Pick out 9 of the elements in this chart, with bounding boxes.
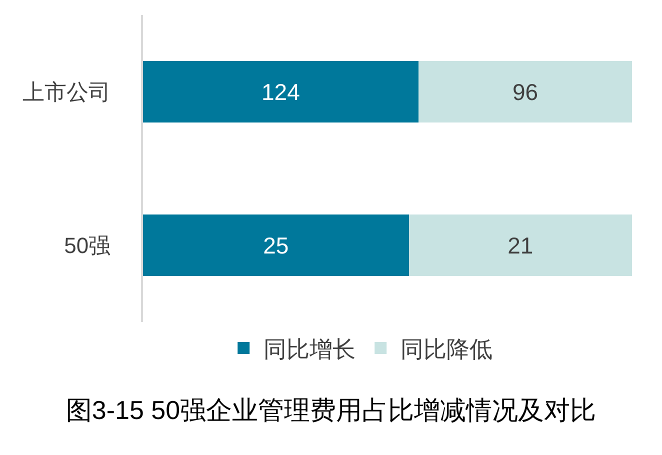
data-label: 25 bbox=[263, 232, 289, 258]
y-tick-label: 50强 bbox=[64, 232, 111, 258]
data-label: 96 bbox=[512, 78, 538, 105]
data-label: 21 bbox=[508, 232, 534, 258]
data-label: 124 bbox=[262, 78, 300, 105]
legend-label: 同比降低 bbox=[400, 336, 493, 362]
legend-label: 同比增长 bbox=[264, 336, 356, 362]
y-tick-label: 上市公司 bbox=[22, 79, 111, 104]
text: 图3-15 50强企业管理费用占比增减情况及对比 bbox=[66, 395, 596, 426]
